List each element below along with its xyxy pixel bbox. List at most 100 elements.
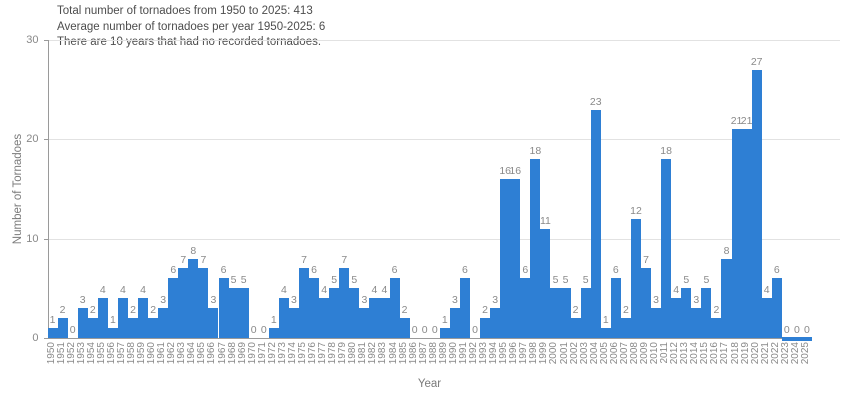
- value-label-1959: 4: [140, 284, 146, 297]
- value-label-1958: 2: [130, 304, 136, 317]
- bar-1983: [379, 298, 390, 338]
- bar-2010: [651, 308, 662, 338]
- y-tick-label-30: 30: [26, 34, 39, 46]
- trailing-zero-baseline: [781, 337, 812, 341]
- value-label-2024: 0: [793, 324, 800, 336]
- value-label-2020: 27: [750, 55, 763, 68]
- bar-1995: [500, 179, 511, 338]
- value-label-1978: 5: [331, 274, 338, 287]
- bar-1961: [158, 308, 169, 338]
- bar-1985: [399, 318, 410, 338]
- bar-2020: [751, 69, 762, 338]
- gridline-10: [47, 238, 840, 240]
- value-label-1995: 16: [499, 165, 512, 178]
- bar-1978: [329, 288, 340, 338]
- bar-1984: [389, 278, 400, 338]
- value-label-1953: 3: [79, 294, 86, 307]
- value-label-1957: 4: [120, 284, 126, 297]
- value-label-1967: 6: [220, 264, 227, 277]
- bar-1976: [309, 278, 320, 338]
- value-label-1970: 0: [250, 324, 257, 336]
- value-label-2010: 3: [653, 294, 659, 307]
- value-label-1971: 0: [260, 324, 267, 336]
- value-label-2025: 0: [804, 324, 810, 336]
- y-tick-mark-10: [43, 238, 48, 240]
- value-label-1972: 1: [270, 314, 277, 327]
- value-label-1985: 2: [401, 304, 408, 317]
- value-label-1980: 5: [351, 274, 358, 287]
- value-label-1977: 4: [321, 284, 328, 297]
- value-label-1998: 18: [529, 145, 542, 158]
- value-label-2011: 18: [660, 145, 672, 158]
- value-label-2001: 5: [562, 274, 569, 287]
- bar-1981: [359, 308, 370, 338]
- y-tick-mark-20: [43, 139, 48, 141]
- y-axis-line: [47, 40, 49, 338]
- value-label-1992: 0: [472, 324, 478, 336]
- gridline-30: [47, 40, 840, 41]
- y-tick-label-20: 20: [26, 133, 39, 146]
- bar-1979: [339, 268, 350, 338]
- bar-2004: [590, 109, 601, 338]
- bar-1994: [490, 308, 501, 338]
- value-label-2015: 5: [703, 274, 710, 287]
- bar-2022: [771, 278, 782, 338]
- value-label-2023: 0: [783, 324, 790, 336]
- bar-1975: [298, 268, 310, 338]
- gridline-20: [47, 139, 840, 141]
- value-label-1964: 8: [190, 244, 197, 257]
- value-label-1984: 6: [391, 264, 398, 277]
- bar-2021: [761, 298, 772, 338]
- title-line-total: Total number of tornadoes from 1950 to 2…: [57, 5, 313, 17]
- value-label-1993: 2: [482, 304, 488, 317]
- bar-2019: [741, 129, 752, 338]
- title-line-average: Average number of tornadoes per year 195…: [57, 20, 326, 33]
- bar-1962: [168, 278, 179, 338]
- value-label-1951: 2: [59, 304, 66, 317]
- bar-2002: [570, 318, 581, 338]
- value-label-1966: 3: [210, 294, 217, 307]
- value-label-1974: 3: [291, 294, 297, 307]
- bar-1950: [47, 328, 58, 338]
- value-label-1960: 2: [150, 304, 157, 317]
- bar-2016: [711, 318, 722, 338]
- x-tick-label-2017: 2017: [719, 342, 731, 365]
- value-label-1965: 7: [200, 254, 207, 267]
- x-axis-line: [47, 338, 812, 339]
- bar-2017: [721, 258, 732, 338]
- value-label-1976: 6: [311, 264, 317, 277]
- value-label-1990: 3: [451, 294, 458, 307]
- value-label-2013: 5: [683, 274, 690, 287]
- value-label-1986: 0: [411, 324, 418, 336]
- bar-1955: [97, 298, 108, 338]
- bar-2011: [661, 159, 672, 338]
- bar-1960: [148, 318, 159, 338]
- value-label-1950: 1: [49, 314, 56, 327]
- value-label-1997: 6: [522, 264, 529, 277]
- bar-2018: [731, 129, 742, 338]
- title-line-zero-years: There are 10 years that had no recorded …: [57, 36, 322, 48]
- value-label-2005: 1: [602, 314, 609, 327]
- value-label-1962: 6: [170, 264, 177, 277]
- value-label-1969: 5: [240, 274, 247, 287]
- y-tick-mark-30: [43, 40, 48, 41]
- value-label-2008: 12: [630, 204, 642, 217]
- value-label-1996: 16: [509, 165, 522, 178]
- bar-1963: [178, 268, 189, 338]
- value-label-2022: 6: [773, 264, 780, 277]
- value-label-1954: 2: [89, 304, 96, 317]
- value-label-2009: 7: [643, 254, 649, 267]
- value-label-2016: 2: [713, 304, 720, 317]
- bar-1972: [268, 328, 279, 338]
- bar-2000: [550, 288, 561, 338]
- value-label-1987: 0: [421, 324, 428, 336]
- bar-2007: [620, 318, 631, 338]
- chart-title-block: Total number of tornadoes from 1950 to 2…: [57, 4, 325, 51]
- bar-1999: [540, 228, 551, 338]
- bar-1977: [319, 298, 330, 338]
- value-label-1956: 1: [109, 314, 116, 327]
- value-label-1991: 6: [462, 264, 468, 277]
- value-label-1961: 3: [160, 294, 167, 307]
- value-label-2018: 21: [730, 115, 743, 128]
